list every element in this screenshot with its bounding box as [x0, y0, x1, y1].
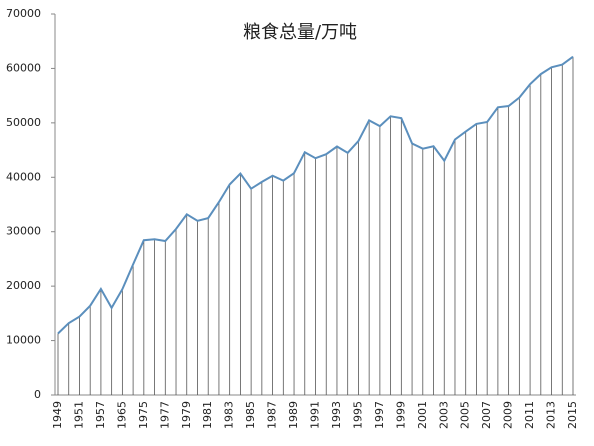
x-tick-label: 1957: [94, 401, 107, 429]
x-tick-label: 1981: [201, 401, 214, 429]
x-tick-label: 1993: [330, 401, 343, 429]
x-tick-label: 2015: [566, 401, 579, 429]
x-tick-label: 1989: [287, 401, 300, 429]
y-tick-label: 60000: [6, 61, 41, 74]
y-tick-label: 10000: [6, 334, 41, 347]
x-tick-label: 1949: [51, 401, 64, 429]
x-tick-label: 1975: [137, 401, 150, 429]
x-tick-label: 2001: [416, 401, 429, 429]
x-tick-label: 1999: [394, 401, 407, 429]
x-tick-label: 1985: [244, 401, 257, 429]
y-tick-label: 20000: [6, 279, 41, 292]
x-tick-label: 2007: [480, 401, 493, 429]
x-tick-label: 1979: [180, 401, 193, 429]
x-tick-label: 1997: [373, 401, 386, 429]
x-tick-label: 2003: [437, 401, 450, 429]
x-tick-label: 1995: [351, 401, 364, 429]
y-tick-label: 70000: [6, 7, 41, 20]
y-tick-label: 0: [34, 388, 41, 401]
chart-title: 粮食总量/万吨: [243, 22, 357, 43]
x-tick-label: 1991: [309, 401, 322, 429]
x-tick-label: 2005: [459, 401, 472, 429]
x-tick-label: 2009: [502, 401, 515, 429]
y-tick-label: 30000: [6, 225, 41, 238]
x-tick-label: 1965: [115, 401, 128, 429]
x-tick-label: 2013: [545, 401, 558, 429]
x-tick-label: 2011: [523, 401, 536, 429]
x-tick-label: 1951: [72, 401, 85, 429]
x-tick-label: 1977: [158, 401, 171, 429]
y-tick-label: 40000: [6, 170, 41, 183]
y-tick-label: 50000: [6, 116, 41, 129]
x-tick-label: 1987: [266, 401, 279, 429]
data-line: [57, 55, 574, 335]
x-tick-label: 1983: [223, 401, 236, 429]
